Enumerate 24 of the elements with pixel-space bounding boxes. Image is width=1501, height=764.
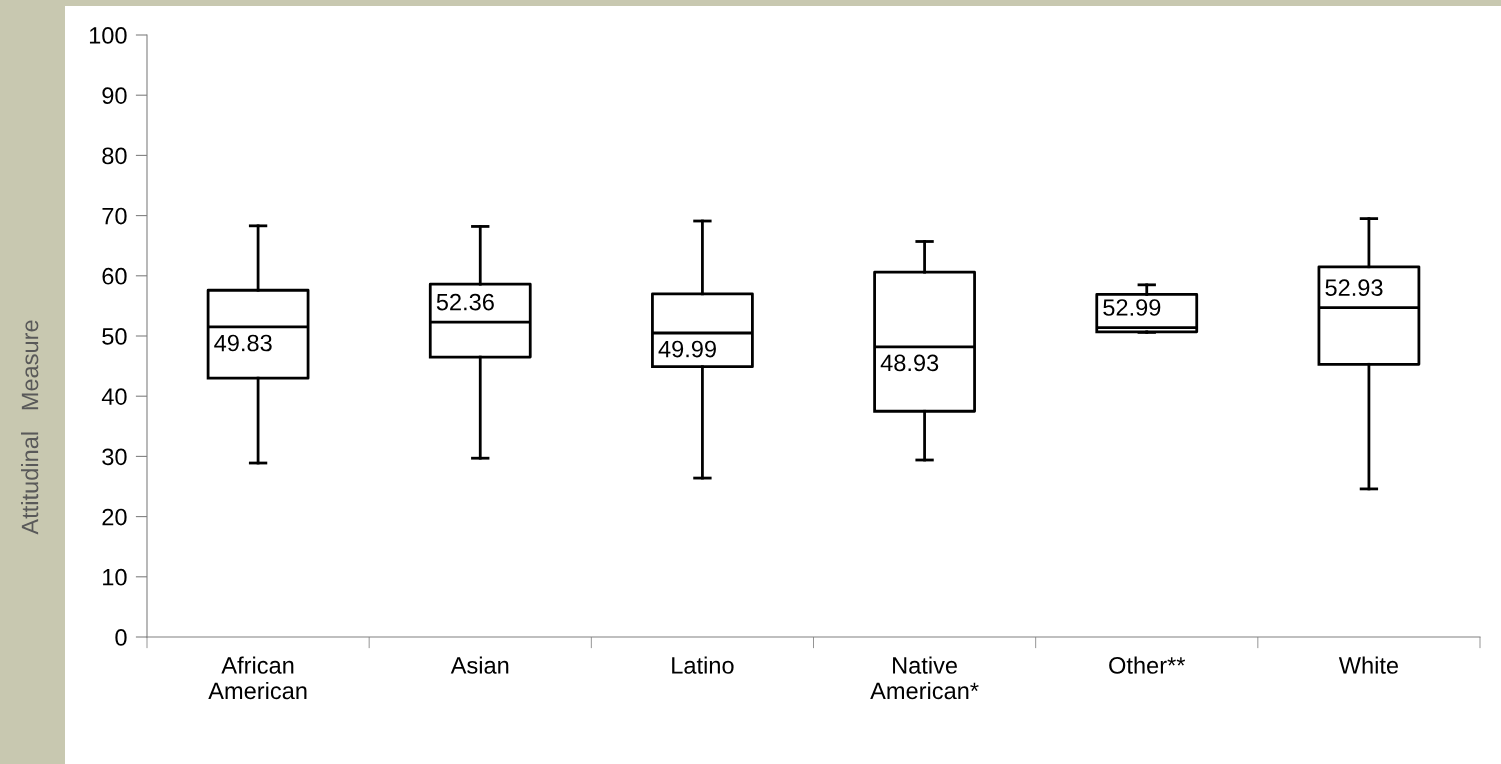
y-axis-title: Attitudinal Measure: [21, 320, 39, 535]
annotation: 49.99: [658, 340, 716, 358]
annotation: 52.99: [1103, 299, 1161, 316]
x-tick-label: African American: [208, 656, 307, 700]
y-tick-label: 20: [102, 508, 127, 526]
annotation: 52.36: [436, 293, 494, 311]
y-tick-label: 80: [102, 147, 127, 165]
annotation: 49.83: [214, 334, 272, 352]
y-tick-label: 30: [102, 448, 127, 466]
x-tick-label: Native American*: [870, 656, 979, 700]
y-tick-label: 70: [102, 207, 127, 225]
x-tick-label: Latino: [672, 656, 734, 674]
y-tick-label: 100: [89, 27, 127, 44]
y-tick-label: 0: [115, 629, 127, 646]
annotation: 52.93: [1325, 279, 1383, 296]
y-tick-label: 50: [102, 328, 127, 345]
x-tick-label: White: [1338, 656, 1399, 674]
x-tick-label: Other**: [1109, 656, 1186, 674]
y-tick-label: 10: [103, 568, 127, 586]
y-tick-label: 40: [101, 388, 127, 405]
annotation: 48.93: [880, 354, 939, 372]
x-tick-label: Asian: [450, 656, 509, 674]
y-tick-label: 90: [102, 87, 127, 104]
y-tick-label: 60: [102, 267, 127, 285]
